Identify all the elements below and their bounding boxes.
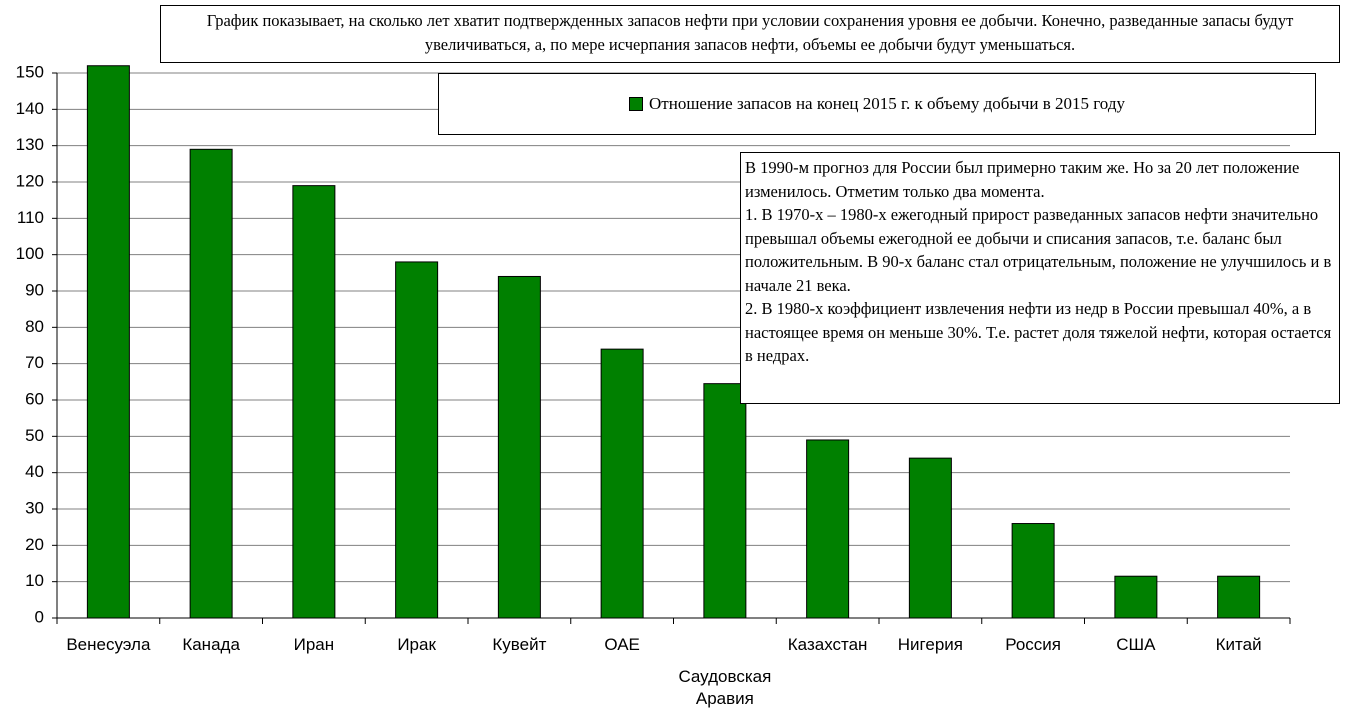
y-tick-label: 130 [16, 135, 44, 154]
bar [1114, 575, 1158, 619]
x-tick-label: США [1116, 635, 1156, 654]
y-tick-label: 60 [25, 389, 44, 408]
y-tick-label: 50 [25, 426, 44, 445]
bar [703, 383, 747, 619]
x-tick-label: Саудовская Аравия [678, 667, 772, 708]
y-tick-label: 0 [35, 607, 44, 626]
bar [395, 261, 439, 619]
bar [1011, 523, 1055, 619]
y-tick-label: 70 [25, 353, 44, 372]
title-box: График показывает, на сколько лет хватит… [160, 5, 1340, 63]
x-tick-label: Китай [1215, 635, 1262, 654]
y-tick-label: 90 [25, 280, 44, 299]
bar [86, 65, 130, 619]
x-tick-label: Нигерия [897, 635, 963, 654]
x-tick-label: Венесуэла [66, 635, 151, 654]
bar [908, 457, 952, 619]
bar [600, 348, 644, 619]
x-tick-label: Канада [182, 635, 240, 654]
y-tick-label: 150 [16, 62, 44, 81]
legend-swatch [629, 97, 644, 111]
y-tick-label: 10 [25, 571, 44, 590]
x-tick-label: ОАЕ [604, 635, 640, 654]
x-tick-label: Кувейт [492, 635, 547, 654]
bar [189, 148, 233, 619]
y-tick-label: 20 [25, 535, 44, 554]
x-tick-label: Иран [293, 635, 335, 654]
y-tick-label: 100 [16, 244, 44, 263]
bar [1217, 575, 1261, 619]
y-tick-label: 30 [25, 498, 44, 517]
legend-label: Отношение запасов на конец 2015 г. к объ… [649, 94, 1125, 113]
y-tick-label: 80 [25, 317, 44, 336]
bar [806, 439, 850, 619]
legend: Отношение запасов на конец 2015 г. к объ… [438, 73, 1316, 135]
y-tick-label: 110 [17, 208, 44, 227]
annotation: В 1990-м прогноз для России был примерно… [745, 158, 1300, 201]
y-tick-label: 140 [16, 99, 44, 118]
annotation: 1. В 1970-х – 1980-х ежегодный прирост р… [745, 205, 1332, 295]
y-tick-label: 40 [25, 462, 44, 481]
x-tick-label: Россия [1005, 635, 1061, 654]
x-tick-label: Казахстан [787, 635, 868, 654]
bar [292, 185, 336, 619]
x-tick-label: Ирак [397, 635, 436, 654]
bar [497, 275, 541, 619]
y-tick-label: 120 [16, 171, 44, 190]
annotation: 2. В 1980-х коэффициент извлечения нефти… [745, 299, 1332, 365]
annotation-box: В 1990-м прогноз для России был примерно… [740, 152, 1340, 404]
